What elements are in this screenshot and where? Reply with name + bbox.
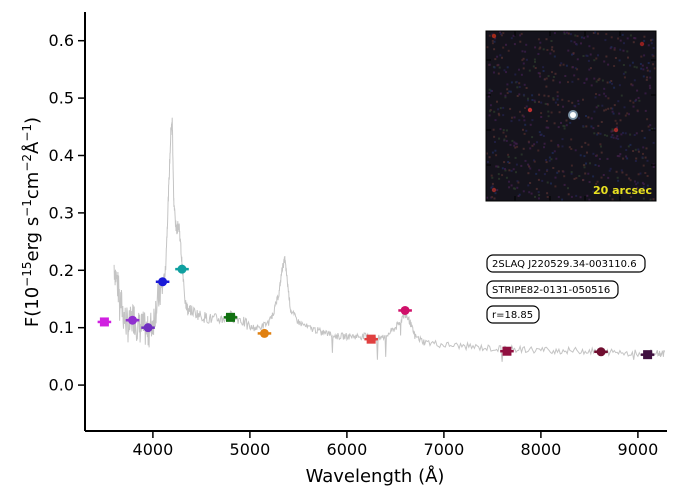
x-tick-label: 6000 (327, 440, 368, 459)
x-ticks: 4000 5000 6000 7000 8000 9000 (133, 431, 659, 459)
photometry-marker (502, 346, 512, 356)
photometry-point (155, 277, 170, 287)
photometry-point (175, 264, 189, 274)
photometry-point (223, 312, 238, 322)
x-tick-label: 5000 (230, 440, 271, 459)
y-tick-label: 0.6 (49, 31, 74, 50)
x-tick-label: 8000 (521, 440, 562, 459)
photometry-point (594, 347, 608, 357)
photometry-marker (99, 317, 109, 327)
inset-noise (486, 31, 656, 201)
y-tick-label: 0.5 (49, 89, 74, 108)
spectrum-id-label: STRIPE82-0131-050516 (492, 285, 610, 296)
photometry-point (97, 317, 112, 327)
magnitude-label: r=18.85 (492, 310, 533, 321)
x-tick-label: 4000 (133, 440, 174, 459)
x-tick-label: 7000 (424, 440, 465, 459)
y-tick-label: 0.4 (49, 146, 74, 165)
photometry-marker (596, 347, 606, 357)
photometry-point (141, 323, 155, 333)
photometry-point (398, 305, 412, 315)
photometry-layer (97, 264, 655, 360)
photometry-marker (226, 312, 235, 322)
photometry-marker (259, 328, 269, 338)
y-tick-label: 0.0 (49, 376, 74, 395)
photometry-marker (643, 350, 653, 360)
x-tick-label: 9000 (618, 440, 659, 459)
photometry-point (364, 334, 378, 344)
photometry-point (257, 328, 272, 338)
photometry-marker (128, 315, 138, 325)
x-axis-title: Wavelength (Å) (306, 465, 445, 487)
object-tag-3: r=18.85 (486, 305, 540, 324)
photometry-marker (177, 264, 187, 274)
y-ticks: 0.0 0.1 0.2 0.3 0.4 0.5 0.6 (49, 31, 85, 395)
object-tag-1: 2SLAQ J220529.34-003110.6 (486, 254, 646, 273)
photometry-marker (400, 305, 410, 315)
inset-ticks (486, 31, 656, 201)
photometry-point (125, 315, 140, 325)
photometry-marker (143, 323, 153, 333)
photometry-marker (366, 334, 376, 344)
inset-image: 20 arcsec (485, 30, 657, 202)
inset-scale-label: 20 arcsec (593, 184, 652, 197)
y-tick-label: 0.3 (49, 203, 74, 222)
photometry-point (640, 350, 655, 360)
photometry-point (500, 346, 514, 356)
object-name-label: 2SLAQ J220529.34-003110.6 (492, 259, 637, 270)
inset-source-core (570, 112, 576, 118)
object-tag-2: STRIPE82-0131-050516 (486, 280, 619, 299)
y-tick-label: 0.2 (49, 261, 74, 280)
y-tick-label: 0.1 (49, 318, 74, 337)
photometry-marker (158, 277, 168, 287)
y-axis-title: F(10−15erg s−1cm−2Å−1) (20, 117, 43, 327)
